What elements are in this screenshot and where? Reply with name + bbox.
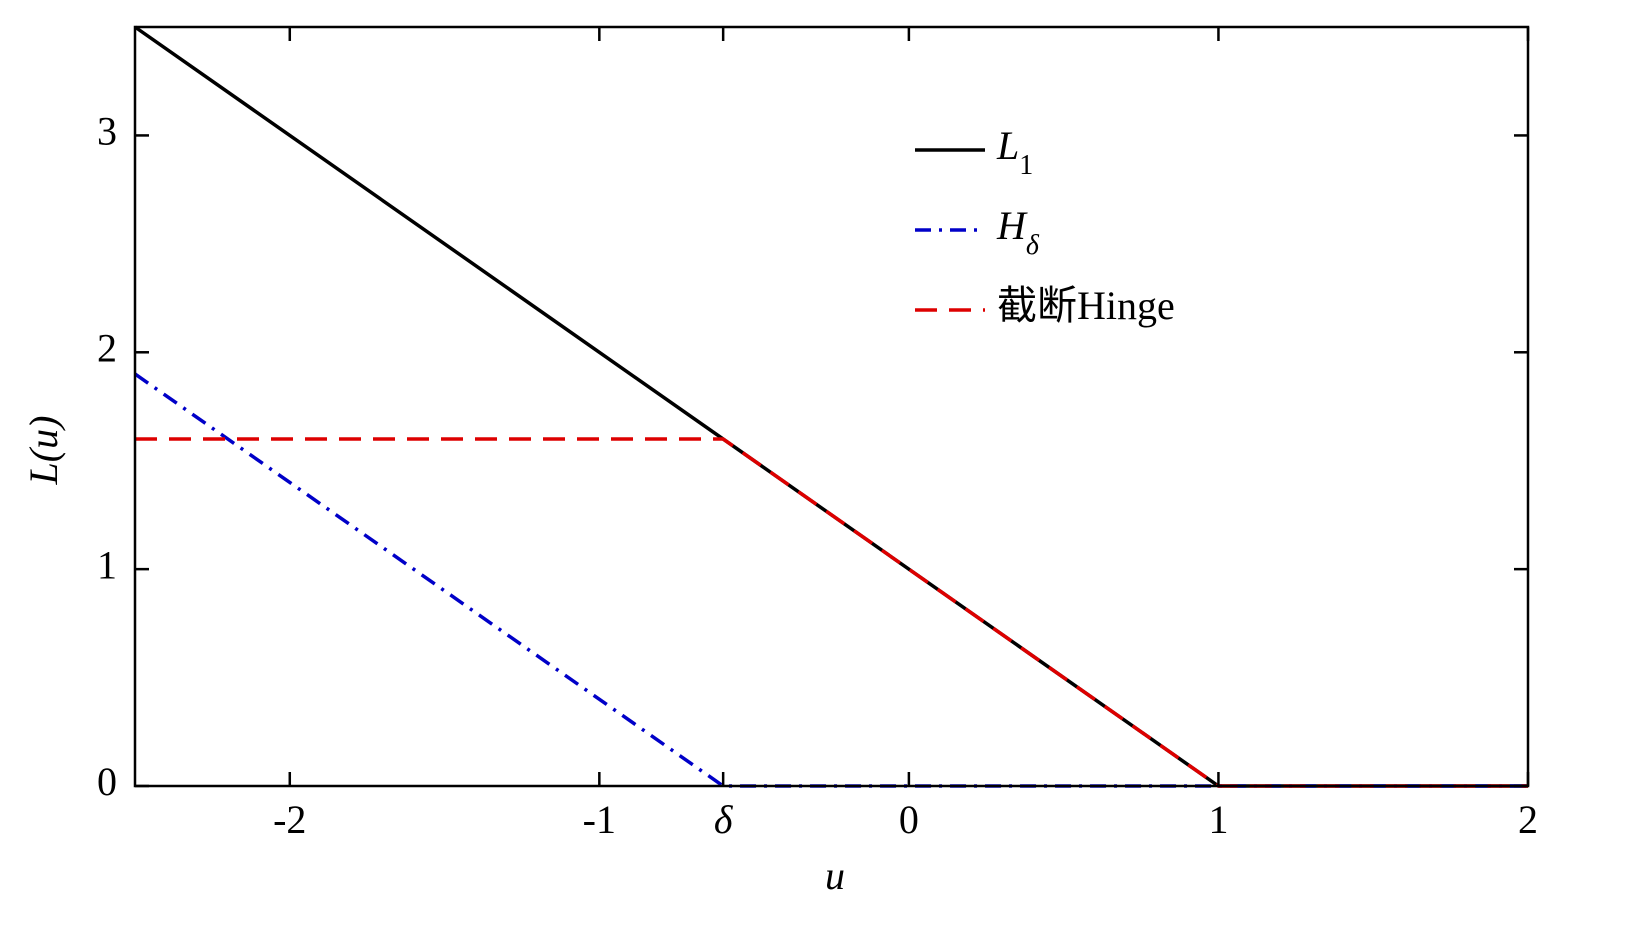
plot-frame: [133, 25, 1530, 788]
y-tick-label: 1: [97, 542, 117, 587]
series-line: [133, 25, 1528, 788]
x-tick-label: 1: [1208, 797, 1228, 842]
series-line: [133, 372, 1528, 788]
x-tick-label: -2: [273, 797, 306, 842]
y-tick-label: 3: [97, 109, 117, 154]
x-tick-label: 0: [899, 797, 919, 842]
legend-label: 截断Hinge: [997, 283, 1175, 328]
y-axis-label: L(u): [21, 416, 66, 486]
x-tick-label: -1: [583, 797, 616, 842]
series-line: [135, 437, 1528, 788]
legend-label: L1: [996, 123, 1033, 181]
y-tick-label: 0: [97, 759, 117, 804]
x-tick-label: 2: [1518, 797, 1538, 842]
x-axis-label: u: [825, 853, 845, 898]
legend-label: Hδ: [996, 203, 1040, 261]
y-tick-label: 2: [97, 325, 117, 370]
x-tick-label: δ: [714, 797, 734, 842]
